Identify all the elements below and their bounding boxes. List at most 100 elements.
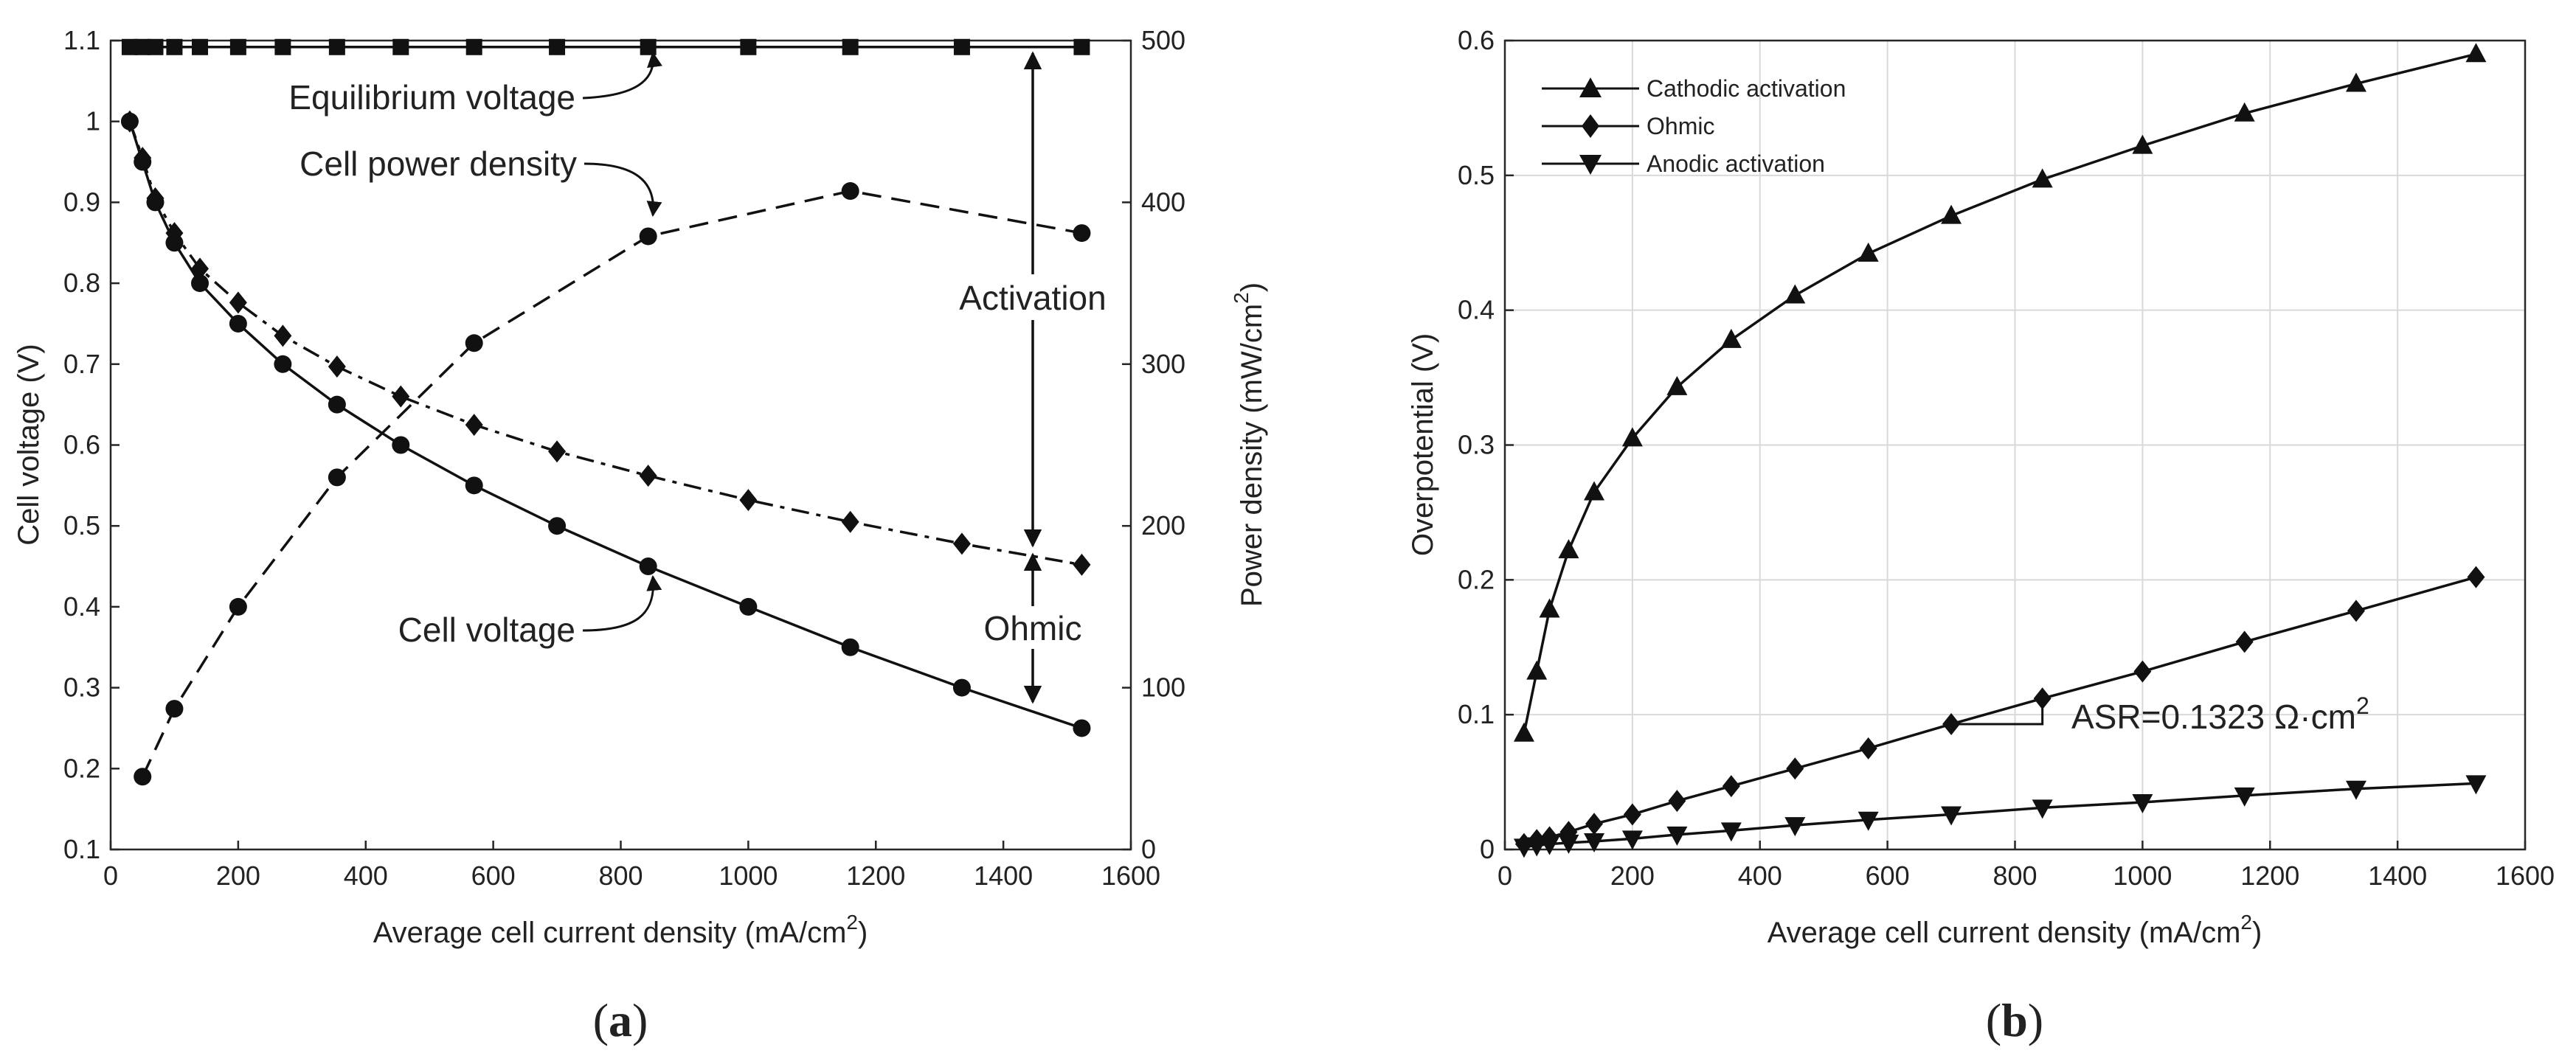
triangle-down-icon [1579, 155, 1602, 175]
x-tick-label: 400 [344, 861, 388, 891]
data-point-cell-voltage [1073, 719, 1091, 737]
data-point-cell-power-density [841, 182, 859, 201]
x-tick-label: 400 [1738, 861, 1782, 891]
data-point-cell-voltage [229, 314, 247, 333]
data-point-anodic-activation [1539, 835, 1560, 855]
triangle-up-icon [1579, 77, 1602, 97]
data-point-voltage-with-ohmic-loss-only-upper-curve [841, 510, 859, 533]
data-point-equilibrium-voltage [953, 38, 970, 55]
y-right-tick-label: 100 [1141, 673, 1185, 703]
callout-arrow-power-density [584, 162, 662, 218]
data-point-voltage-with-ohmic-loss-only-upper-curve [191, 257, 210, 280]
data-point-voltage-with-ohmic-loss-only-upper-curve [739, 489, 758, 512]
data-point-ohmic [1585, 813, 1604, 835]
panel-a-series [120, 38, 1091, 786]
data-point-voltage-with-ohmic-loss-only-upper-curve [1073, 553, 1091, 576]
y-tick-label: 0.3 [63, 673, 100, 703]
data-point-cell-power-density [1073, 224, 1091, 243]
data-point-anodic-activation [1584, 833, 1605, 853]
data-point-cell-power-density [639, 227, 657, 246]
y-tick-label: 0.4 [63, 591, 100, 622]
panel-a-y-right-axis-label: Power density (mW/cm2) [1230, 282, 1268, 607]
data-point-cathodic-activation [1621, 427, 1643, 447]
data-point-voltage-with-ohmic-loss-only-upper-curve [639, 465, 657, 487]
y-tick-label: 0.5 [1458, 160, 1495, 190]
x-tick-label: 1600 [1101, 861, 1160, 891]
x-tick-label: 0 [103, 861, 118, 891]
data-point-cathodic-activation [1941, 204, 1962, 224]
y-right-tick-label: 200 [1141, 510, 1185, 541]
y-tick-label: 1.1 [63, 25, 100, 55]
callout-arrow-equilibrium [582, 51, 662, 100]
data-point-cell-voltage [841, 638, 859, 656]
panel-a-plot-frame [109, 39, 1132, 851]
y-tick-label: 0.1 [1458, 699, 1495, 729]
callout-arrow-cell-voltage [582, 574, 662, 632]
data-point-cell-voltage [274, 355, 292, 373]
x-tick-label: 800 [1992, 861, 2037, 891]
y-tick-label: 0.9 [63, 187, 100, 217]
ohmic-label-bg [963, 606, 1103, 649]
data-point-ohmic [2133, 660, 2152, 683]
data-point-equilibrium-voltage [147, 38, 164, 55]
annotation-cell-voltage: Cell voltage [398, 611, 575, 649]
data-point-cell-power-density [328, 468, 346, 487]
x-tick-label: 1200 [2240, 861, 2299, 891]
data-point-anodic-activation [1784, 817, 1806, 837]
data-point-cell-voltage [952, 678, 971, 697]
data-point-cathodic-activation [1513, 722, 1534, 742]
x-tick-label: 200 [1610, 861, 1655, 891]
annotation-cell-power-density: Cell power density [300, 145, 577, 183]
data-point-cathodic-activation [1857, 242, 1879, 262]
data-point-cell-power-density [134, 768, 152, 786]
data-point-equilibrium-voltage [549, 38, 566, 55]
series-line-cell-voltage [128, 121, 1083, 730]
data-point-cell-voltage [392, 436, 410, 454]
data-point-equilibrium-voltage [328, 38, 345, 55]
x-tick-label: 1400 [974, 861, 1033, 891]
data-point-ohmic [1623, 803, 1641, 826]
legend-label-ohmic: Ohmic [1647, 113, 1714, 139]
data-point-voltage-with-ohmic-loss-only-upper-curve [134, 147, 152, 170]
data-point-anodic-activation [1558, 834, 1579, 854]
data-point-cell-voltage [548, 517, 567, 535]
panel-a-ticks: 0 200 400 600 800 1000 1200 1400 16000.10.20.30.… [63, 25, 1185, 891]
x-tick-label: 1000 [2113, 861, 2172, 891]
annotation-equilibrium-voltage: Equilibrium voltage [288, 78, 575, 117]
data-point-cathodic-activation [2132, 134, 2153, 154]
x-tick-label: 800 [598, 861, 643, 891]
panel-a-x-axis-label: Average cell current density (mA/cm2) [373, 911, 868, 949]
y-tick-label: 0 [1480, 834, 1495, 864]
x-tick-label: 1200 [846, 861, 905, 891]
series-line-anodic-activation [1523, 782, 2476, 849]
x-tick-label: 1600 [2496, 861, 2555, 891]
data-point-equilibrium-voltage [166, 38, 183, 55]
data-point-anodic-activation [2465, 775, 2487, 795]
data-point-ohmic [1722, 775, 1740, 798]
data-point-cathodic-activation [2032, 168, 2053, 188]
data-point-cathodic-activation [1584, 481, 1605, 501]
data-point-equilibrium-voltage [121, 38, 138, 55]
asr-slope-triangle [1951, 698, 2044, 726]
x-tick-label: 1400 [2368, 861, 2427, 891]
data-point-cathodic-activation [1720, 328, 1742, 348]
legend-item-cathodic: Cathodic activation [1542, 75, 1846, 102]
data-point-cathodic-activation [1526, 660, 1548, 680]
panel-b-label: (b) [1986, 994, 2043, 1046]
data-point-voltage-with-ohmic-loss-only-upper-curve [120, 110, 139, 133]
data-point-equilibrium-voltage [740, 38, 757, 55]
data-point-anodic-activation [2132, 794, 2153, 814]
data-point-cell-voltage [465, 476, 483, 495]
data-point-voltage-with-ohmic-loss-only-upper-curve [392, 385, 410, 408]
legend-label-anodic: Anodic activation [1647, 150, 1825, 177]
panel-b-y-axis-label: Overpotential (V) [1407, 333, 1439, 556]
data-point-cathodic-activation [1784, 284, 1806, 304]
data-point-ohmic [1668, 790, 1686, 813]
data-point-voltage-with-ohmic-loss-only-upper-curve [165, 222, 184, 245]
x-tick-label: 0 [1498, 861, 1512, 891]
data-point-anodic-activation [1526, 837, 1548, 857]
y-tick-label: 0.7 [63, 349, 100, 379]
data-point-cathodic-activation [1539, 598, 1560, 618]
data-point-voltage-with-ohmic-loss-only-upper-curve [274, 324, 292, 347]
